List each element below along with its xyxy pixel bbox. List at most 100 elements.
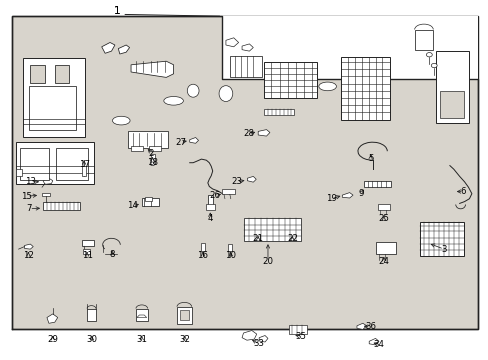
Circle shape	[426, 53, 431, 57]
Text: 12: 12	[23, 251, 34, 260]
Bar	[56, 148, 88, 180]
Text: 17: 17	[79, 161, 89, 170]
Bar	[20, 148, 49, 180]
Bar	[30, 65, 45, 83]
Bar	[288, 325, 306, 334]
Polygon shape	[118, 45, 129, 54]
Bar	[435, 51, 468, 123]
Text: 32: 32	[179, 335, 190, 343]
Bar	[150, 154, 154, 164]
Bar	[16, 169, 21, 176]
Ellipse shape	[219, 86, 232, 102]
Bar	[377, 204, 389, 210]
Text: 2: 2	[148, 149, 154, 158]
Text: 1: 1	[114, 6, 121, 16]
Text: 28: 28	[243, 130, 253, 139]
Bar	[222, 16, 477, 79]
Text: 19: 19	[325, 194, 336, 203]
Text: 24: 24	[378, 256, 388, 266]
Text: 7: 7	[26, 204, 32, 213]
Bar	[16, 142, 94, 184]
Bar	[55, 65, 69, 83]
Bar	[364, 181, 390, 187]
Bar	[222, 189, 234, 194]
Ellipse shape	[318, 82, 336, 91]
Text: 29: 29	[47, 335, 58, 343]
Text: 36: 36	[365, 323, 375, 331]
Text: 10: 10	[225, 251, 236, 260]
Bar	[201, 243, 204, 251]
Text: 8: 8	[109, 251, 115, 259]
Bar	[43, 202, 80, 210]
Polygon shape	[43, 178, 53, 184]
Text: 21: 21	[252, 234, 263, 243]
Ellipse shape	[112, 116, 130, 125]
Bar	[87, 309, 96, 321]
Text: 25: 25	[378, 215, 388, 223]
Polygon shape	[131, 61, 173, 77]
Bar	[243, 218, 301, 241]
Bar	[177, 307, 191, 324]
Bar	[264, 62, 316, 98]
Bar	[128, 131, 168, 148]
Polygon shape	[24, 244, 33, 249]
Polygon shape	[242, 330, 256, 340]
Text: 31: 31	[136, 335, 147, 343]
Text: 16: 16	[197, 251, 208, 260]
Polygon shape	[242, 44, 253, 51]
Bar	[82, 166, 86, 176]
Polygon shape	[189, 138, 198, 143]
Bar	[144, 197, 151, 201]
Bar	[12, 16, 477, 329]
Text: 14: 14	[127, 202, 138, 210]
Polygon shape	[342, 193, 352, 198]
Polygon shape	[47, 314, 58, 323]
Bar	[206, 204, 215, 210]
Bar	[41, 193, 50, 196]
Bar	[23, 58, 84, 137]
Bar	[142, 198, 159, 206]
Bar	[82, 240, 94, 246]
Bar	[414, 30, 432, 50]
Text: 20: 20	[262, 256, 273, 266]
Text: 30: 30	[86, 335, 97, 343]
Circle shape	[150, 162, 155, 166]
Text: 33: 33	[253, 339, 264, 348]
Bar	[180, 310, 188, 320]
Bar	[149, 146, 161, 151]
Bar	[264, 109, 294, 115]
Text: 5: 5	[367, 154, 373, 163]
Text: 11: 11	[81, 251, 92, 260]
Polygon shape	[368, 338, 378, 345]
Text: 23: 23	[231, 177, 242, 186]
Bar	[419, 222, 463, 256]
Text: 26: 26	[209, 191, 220, 200]
Bar	[29, 86, 76, 130]
Ellipse shape	[163, 96, 183, 105]
Circle shape	[430, 63, 436, 68]
Bar	[375, 242, 395, 254]
Text: 3: 3	[440, 245, 446, 253]
Ellipse shape	[187, 84, 199, 97]
Polygon shape	[102, 42, 115, 53]
Text: 27: 27	[175, 138, 186, 147]
Bar	[83, 249, 90, 254]
Text: 13: 13	[25, 177, 36, 186]
Bar	[229, 56, 261, 77]
Polygon shape	[356, 323, 366, 329]
Bar	[341, 57, 389, 120]
Text: 18: 18	[147, 158, 158, 166]
Bar	[131, 146, 143, 151]
Polygon shape	[247, 176, 256, 182]
Polygon shape	[137, 315, 146, 318]
Text: 35: 35	[295, 332, 305, 341]
Text: 15: 15	[21, 192, 32, 201]
Text: 34: 34	[373, 340, 384, 349]
Polygon shape	[225, 38, 238, 47]
Bar	[227, 244, 231, 251]
Text: 6: 6	[460, 187, 466, 196]
Text: 1: 1	[114, 6, 121, 16]
Bar	[136, 309, 148, 321]
Bar	[208, 195, 213, 205]
Text: 4: 4	[207, 214, 213, 223]
